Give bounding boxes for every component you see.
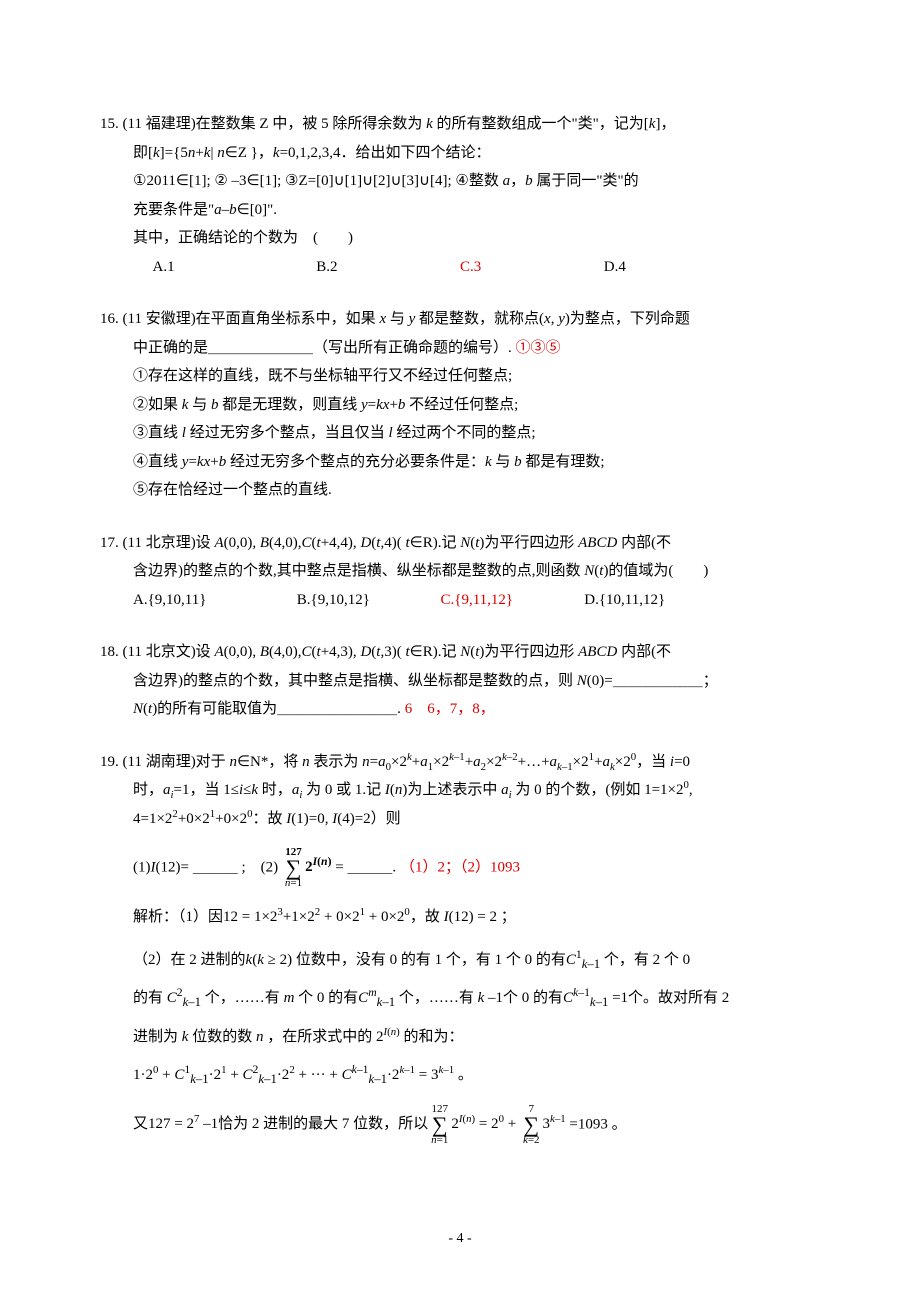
problem-15: 15. (11 福建理)在整数集 Z 中，被 5 除所得余数为 k 的所有整数组… — [100, 110, 820, 281]
q16-c5: ⑤存在恰经过一个整点的直线. — [100, 476, 820, 505]
q15-opt-a: A.1 — [153, 253, 313, 282]
q19-line2: 时，ai=1，当 1≤i≤k 时，ai 为 0 或 1.记 I(n)为上述表示中… — [100, 776, 820, 805]
q15-line3: ①2011∈[1]; ② –3∈[1]; ③Z=[0]∪[1]∪[2]∪[3]∪… — [100, 167, 820, 196]
q17-opt-b: B.{9,10,12} — [297, 586, 437, 615]
q17-line2: 含边界)的整点的个数,其中整点是指横、纵坐标都是整数的点,则函数 N(t)的值域… — [100, 557, 820, 586]
q19-sol6-b: = 20 + — [475, 1116, 520, 1132]
q15-line5: 其中，正确结论的个数为 ( ) — [100, 224, 820, 253]
q18-line2: 含边界)的整点的个数，其中整点是指横、纵坐标都是整数的点，则 N(0)=＿＿＿＿… — [100, 667, 820, 696]
q19-answer: （1）2；（2）1093 — [400, 859, 520, 875]
q17-opt-d: D.{10,11,12} — [584, 592, 665, 608]
q16-answer: ①③⑤ — [516, 340, 561, 356]
q16-line1: 16. (11 安徽理)在平面直角坐标系中，如果 x 与 y 都是整数，就称点(… — [100, 305, 820, 334]
problem-16: 16. (11 安徽理)在平面直角坐标系中，如果 x 与 y 都是整数，就称点(… — [100, 305, 820, 505]
q19-sol2: （2）在 2 进制的k(k ≥ 2) 位数中，没有 0 的有 1 个，有 1 个… — [100, 946, 820, 975]
sigma-icon: ∑ — [431, 1114, 448, 1136]
q19-line3: 4=1×22+0×21+0×20：故 I(1)=0, I(4)=2）则 — [100, 805, 820, 834]
q19-sum2-expr: 2I(n) — [451, 1116, 475, 1132]
q15-line4: 充要条件是"a–b∈[0]". — [100, 196, 820, 225]
q19-sol4: 进制为 k 位数的数 n ，在所求式中的 2I(n) 的和为： — [100, 1023, 820, 1052]
page-number: - 4 - — [100, 1226, 820, 1253]
q18-line3: N(t)的所有可能取值为＿＿＿＿＿＿＿＿. 6 6，7，8， — [100, 695, 820, 724]
sum-symbol-3: 7 ∑ k=2 — [523, 1104, 540, 1146]
q19-part1: (1)I(12)= ＿＿＿ ; (2) 127 ∑ n=1 2I(n) = ＿＿… — [100, 847, 820, 889]
sum2-bot: n=1 — [431, 1135, 448, 1146]
q15-line2: 即[k]={5n+k| n∈Z }，k=0,1,2,3,4．给出如下四个结论： — [100, 139, 820, 168]
q15-line1: 15. (11 福建理)在整数集 Z 中，被 5 除所得余数为 k 的所有整数组… — [100, 110, 820, 139]
q16-c3: ③直线 l 经过无穷多个整点，当且仅当 l 经过两个不同的整点; — [100, 419, 820, 448]
q19-p1-b: = ＿＿＿. — [331, 859, 399, 875]
q16-c2: ②如果 k 与 b 都是无理数，则直线 y=kx+b 不经过任何整点; — [100, 391, 820, 420]
q19-sol6-a: 又127 = 27 –1恰为 2 进制的最大 7 位数，所以 — [133, 1116, 428, 1132]
sum1-bot: n=1 — [285, 878, 302, 889]
q19-sum-expr: 2I(n) — [305, 859, 331, 875]
sigma-icon: ∑ — [285, 857, 302, 879]
q16-line2-text: 中正确的是＿＿＿＿＿＿＿（写出所有正确命题的编号）. — [133, 340, 516, 356]
q19-sol6: 又127 = 27 –1恰为 2 进制的最大 7 位数，所以 127 ∑ n=1… — [100, 1104, 820, 1146]
problem-18: 18. (11 北京文)设 A(0,0), B(4,0),C(t+4,3), D… — [100, 638, 820, 724]
q19-line1: 19. (11 湖南理)对于 n∈N*，将 n 表示为 n=a0×2k+a1×2… — [100, 748, 820, 777]
q15-opt-c: C.3 — [460, 253, 600, 282]
q19-p1-a: (1)I(12)= ＿＿＿ ; (2) — [133, 859, 282, 875]
q19-sol1: 解析：（1）因12 = 1×23+1×22 + 0×21 + 0×20，故 I(… — [100, 903, 820, 932]
sum3-bot: k=2 — [523, 1135, 540, 1146]
problem-17: 17. (11 北京理)设 A(0,0), B(4,0),C(t+4,4), D… — [100, 529, 820, 615]
q18-line3-text: N(t)的所有可能取值为＿＿＿＿＿＿＿＿. — [133, 701, 405, 717]
q15-opt-b: B.2 — [316, 253, 456, 282]
q19-sol6-c: =1093 。 — [566, 1116, 627, 1132]
q18-line1: 18. (11 北京文)设 A(0,0), B(4,0),C(t+4,3), D… — [100, 638, 820, 667]
q17-opt-a: A.{9,10,11} — [133, 586, 293, 615]
problem-19: 19. (11 湖南理)对于 n∈N*，将 n 表示为 n=a0×2k+a1×2… — [100, 748, 820, 1146]
q17-opt-c: C.{9,11,12} — [441, 586, 581, 615]
q19-sol5: 1·20 + C1k–1·21 + C2k–1·22 + ··· + Ck–1k… — [100, 1061, 820, 1090]
sigma-icon: ∑ — [523, 1114, 540, 1136]
q15-opt-d: D.4 — [604, 253, 626, 282]
q16-c1: ①存在这样的直线，既不与坐标轴平行又不经过任何整点; — [100, 362, 820, 391]
q16-line2: 中正确的是＿＿＿＿＿＿＿（写出所有正确命题的编号）. ①③⑤ — [100, 334, 820, 363]
sum-symbol-1: 127 ∑ n=1 — [285, 847, 302, 889]
q18-answer: 6 6，7，8， — [405, 701, 495, 717]
q17-options: A.{9,10,11} B.{9,10,12} C.{9,11,12} D.{1… — [100, 586, 820, 615]
q19-sol3: 的有 C2k–1 个，……有 m 个 0 的有Cmk–1 个，……有 k –1个… — [100, 984, 820, 1013]
sum-symbol-2: 127 ∑ n=1 — [431, 1104, 448, 1146]
q15-options: A.1 B.2 C.3 D.4 — [100, 253, 820, 282]
q19-sum3-expr: 3k–1 — [543, 1116, 566, 1132]
q17-line1: 17. (11 北京理)设 A(0,0), B(4,0),C(t+4,4), D… — [100, 529, 820, 558]
q16-c4: ④直线 y=kx+b 经过无穷多个整点的充分必要条件是：k 与 b 都是有理数; — [100, 448, 820, 477]
